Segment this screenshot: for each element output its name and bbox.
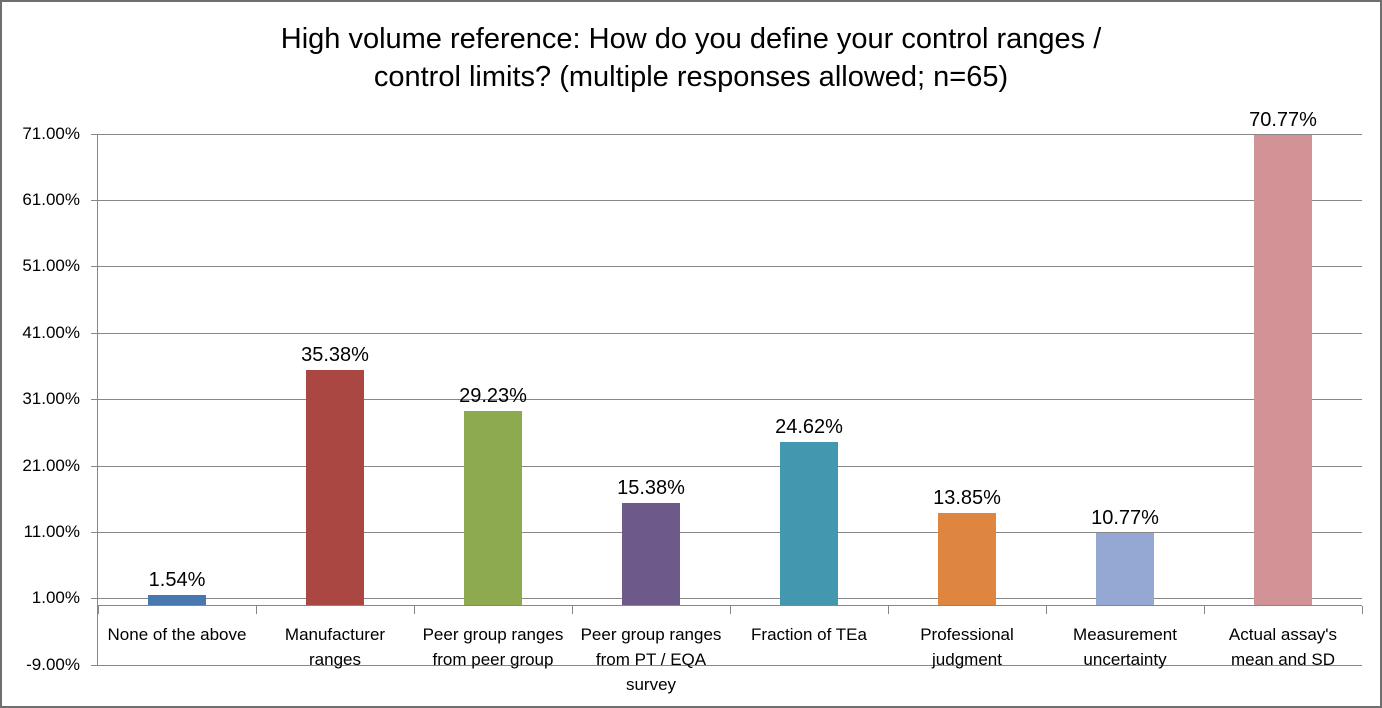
x-axis-tick [1046,606,1047,614]
bar [1254,135,1312,605]
bar [938,513,996,605]
y-axis-label: 1.00% [31,588,80,607]
bar-value-label: 24.62% [775,416,843,438]
category-label-line: Actual assay's [1228,625,1338,644]
category-label-line: Peer group ranges [422,625,564,644]
y-axis-tick [91,532,98,533]
y-axis-tick [91,665,98,666]
category-label: Manufacturer ranges [250,622,420,672]
y-axis-label: 21.00% [22,456,80,475]
y-axis-label: 71.00% [22,124,80,143]
y-axis-label: 51.00% [22,256,80,275]
bar-value-label: 70.77% [1249,109,1317,131]
x-axis-tick [572,606,573,614]
y-gridline [98,532,1362,533]
y-axis-label: 11.00% [23,522,80,541]
y-axis-tick [91,598,98,599]
bar [306,370,364,605]
x-axis-tick [1362,606,1363,614]
category-label-line: None of the above [107,625,247,644]
category-label-line: judgment [932,650,1002,669]
bar [622,503,680,605]
x-axis-tick [1204,606,1205,614]
category-label: Peer group ranges from PT / EQA survey [566,622,736,697]
chart-title-line-2: control limits? (multiple responses allo… [373,61,1009,93]
category-label: Actual assay's mean and SD [1198,622,1368,672]
y-axis-tick [91,466,98,467]
category-label-line: Professional [920,625,1014,644]
y-gridline [98,134,1362,135]
y-axis-tick [91,399,98,400]
x-axis-tick [414,606,415,614]
y-gridline [98,399,1362,400]
x-axis-line [98,605,1362,606]
y-gridline [98,466,1362,467]
chart-title-line-1: High volume reference: How do you define… [280,23,1102,55]
category-label-line: Fraction of TEa [751,625,867,644]
y-axis-tick [91,134,98,135]
y-gridline [98,333,1362,334]
category-label-line: survey [625,675,677,694]
y-axis-line [97,134,98,665]
y-gridline [98,665,1362,666]
x-axis-tick [256,606,257,614]
y-axis-tick [91,200,98,201]
y-axis-label: -9.00% [26,655,80,674]
bar [780,442,838,605]
bar-value-label: 29.23% [459,385,527,407]
y-gridline [98,266,1362,267]
x-axis-tick [730,606,731,614]
bar [148,595,206,605]
y-axis-tick [91,333,98,334]
category-label-line: ranges [309,650,361,669]
category-label-line: from peer group [432,650,554,669]
bar-value-label: 15.38% [617,477,685,499]
category-label-line: Manufacturer [284,625,386,644]
bar-value-label: 10.77% [1091,507,1159,529]
category-label-line: uncertainty [1083,650,1167,669]
y-gridline [98,598,1362,599]
bar-value-label: 1.54% [148,569,206,591]
category-label: Professional judgment [882,622,1052,672]
category-label: Peer group ranges from peer group [408,622,578,672]
y-axis-tick [91,266,98,267]
y-axis-label: 31.00% [22,389,80,408]
chart-title: High volume reference: How do you define… [2,20,1380,96]
bar-value-label: 35.38% [301,344,369,366]
y-axis-label: 41.00% [22,323,80,342]
category-label: Fraction of TEa [724,622,894,647]
bar [1096,533,1154,605]
y-axis-label: 61.00% [22,190,80,209]
category-label-line: from PT / EQA [595,650,707,669]
category-label-line: Peer group ranges [580,625,722,644]
bar-value-label: 13.85% [933,487,1001,509]
category-label-line: mean and SD [1231,650,1335,669]
category-label-line: Measurement [1073,625,1177,644]
y-gridline [98,200,1362,201]
category-label: Measurement uncertainty [1040,622,1210,672]
bar [464,411,522,605]
category-label: None of the above [92,622,262,647]
x-axis-tick [888,606,889,614]
x-axis-tick [98,606,99,614]
